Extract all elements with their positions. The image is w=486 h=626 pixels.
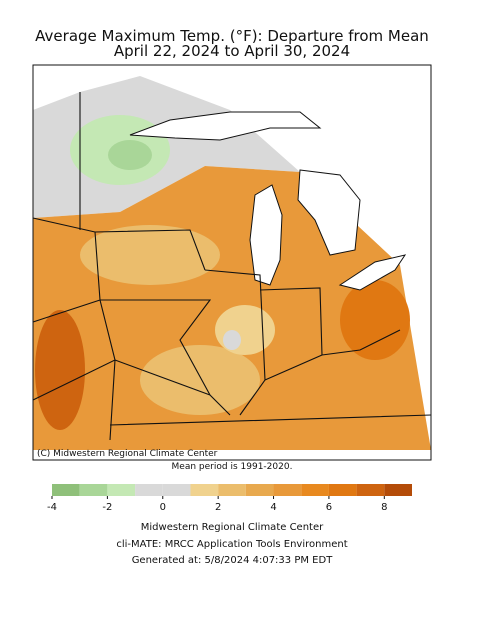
legend-swatch bbox=[79, 484, 108, 496]
lake-superior bbox=[129, 111, 322, 141]
footer-line: Generated at: 5/8/2024 4:07:33 PM EDT bbox=[132, 555, 334, 566]
legend-tick-label: -4 bbox=[47, 502, 57, 513]
legend-swatch bbox=[162, 484, 191, 496]
legend-tick-label: 0 bbox=[160, 502, 166, 513]
legend-swatch bbox=[384, 484, 412, 496]
state-lines bbox=[32, 92, 432, 441]
subtitle: April 22, 2024 to April 30, 2024 bbox=[114, 42, 350, 60]
legend-swatch bbox=[356, 484, 385, 496]
legend-swatch bbox=[218, 484, 246, 496]
legend-swatch bbox=[135, 484, 163, 496]
title: Average Maximum Temp. (°F): Departure fr… bbox=[35, 27, 429, 45]
lake-erie bbox=[338, 254, 407, 291]
legend-swatch bbox=[301, 484, 329, 496]
legend-swatch bbox=[273, 484, 302, 496]
region-dark bbox=[35, 310, 85, 430]
map: (C) Midwestern Regional Climate Center bbox=[32, 64, 432, 461]
legend-swatch bbox=[52, 484, 80, 496]
footer-line: Midwestern Regional Climate Center bbox=[141, 522, 324, 533]
footer-line: cli-MATE: MRCC Application Tools Environ… bbox=[116, 539, 347, 550]
lower-michigan-lakes bbox=[297, 169, 361, 256]
legend-tick-label: 8 bbox=[381, 502, 387, 513]
legend-swatch bbox=[245, 484, 274, 496]
region-light bbox=[215, 305, 275, 355]
region-light bbox=[140, 345, 260, 415]
legend-swatch bbox=[107, 484, 136, 496]
legend-swatch bbox=[328, 484, 357, 496]
region-green-dark bbox=[108, 140, 152, 170]
legend-tick-label: 2 bbox=[215, 502, 221, 513]
map-note: Mean period is 1991-2020. bbox=[172, 462, 293, 472]
legend-tick-label: 4 bbox=[270, 502, 276, 513]
region-dark bbox=[340, 280, 410, 360]
legend-tick-label: -2 bbox=[102, 502, 112, 513]
region-grey bbox=[223, 330, 241, 350]
legend-swatch bbox=[190, 484, 219, 496]
legend-tick-label: 6 bbox=[326, 502, 332, 513]
region-light bbox=[80, 225, 220, 285]
lake-michigan bbox=[249, 184, 283, 286]
map-frame bbox=[32, 64, 432, 461]
map-credit: (C) Midwestern Regional Climate Center bbox=[37, 449, 218, 459]
